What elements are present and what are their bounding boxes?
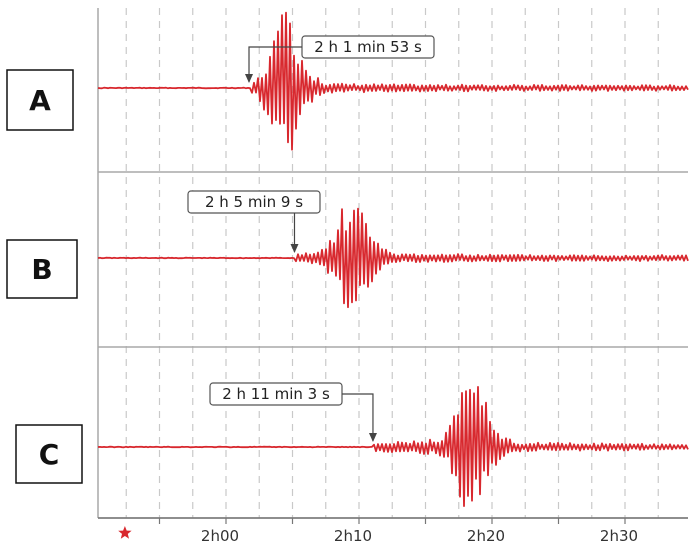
station-letter: A [29, 84, 51, 117]
station-letter: B [31, 253, 52, 286]
station-label-c: C [15, 424, 83, 484]
arrival-leader [248, 46, 302, 82]
x-tick-label: 2h10 [334, 527, 372, 545]
arrival-time: 2 h 1 min 53 s [314, 38, 422, 56]
station-box [15, 424, 83, 484]
trace-c [97, 386, 689, 507]
station-box [6, 69, 74, 131]
x-tick-label: 2h30 [600, 527, 638, 545]
trace-a [97, 11, 689, 151]
arrival-callout-b: 2 h 5 min 9 s [187, 190, 321, 253]
x-tick-label: 2h20 [467, 527, 505, 545]
station-label-a: A [6, 69, 74, 131]
arrow-icon [245, 74, 254, 83]
arrival-callout-a: 2 h 1 min 53 s [245, 35, 435, 83]
arrival-time: 2 h 11 min 3 s [222, 385, 330, 403]
arrival-time: 2 h 5 min 9 s [205, 193, 303, 211]
arrow-icon [290, 244, 299, 253]
station-label-b: B [6, 239, 78, 299]
grid-lines [125, 8, 659, 518]
station-labels: A B C [6, 69, 83, 484]
arrival-leader [342, 393, 374, 441]
time-axis: 2h00 2h10 2h20 2h30 [98, 517, 688, 545]
arrow-icon [368, 433, 377, 442]
trace-b [97, 207, 689, 309]
arrival-callouts: 2 h 1 min 53 s 2 h 5 min 9 s 2 h 11 min 3 … [187, 35, 435, 442]
arrival-box [187, 190, 321, 214]
station-letter: C [39, 438, 60, 471]
station-box [6, 239, 78, 299]
arrival-callout-c: 2 h 11 min 3 s [209, 382, 377, 442]
seismogram-traces [97, 11, 689, 507]
star-icon [118, 526, 132, 539]
x-tick-label: 2h00 [201, 527, 239, 545]
